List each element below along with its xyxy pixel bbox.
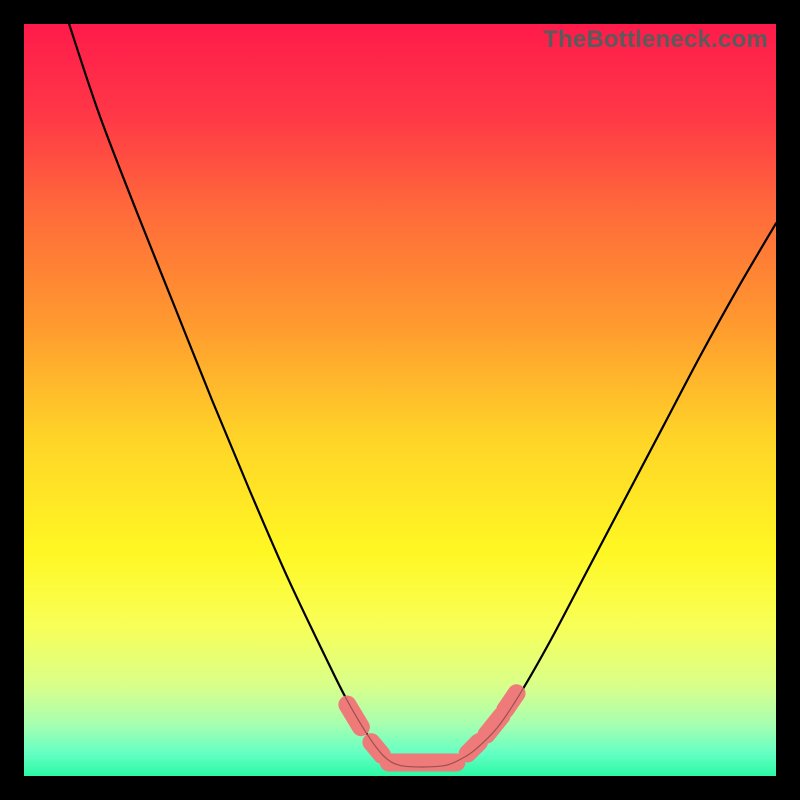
- chart-background: [24, 24, 776, 776]
- chart-frame: TheBottleneck.com: [0, 0, 800, 800]
- bottleneck-curve-chart: [24, 24, 776, 776]
- plot-area: TheBottleneck.com: [24, 24, 776, 776]
- data-marker: [347, 705, 361, 728]
- watermark-text: TheBottleneck.com: [543, 26, 768, 54]
